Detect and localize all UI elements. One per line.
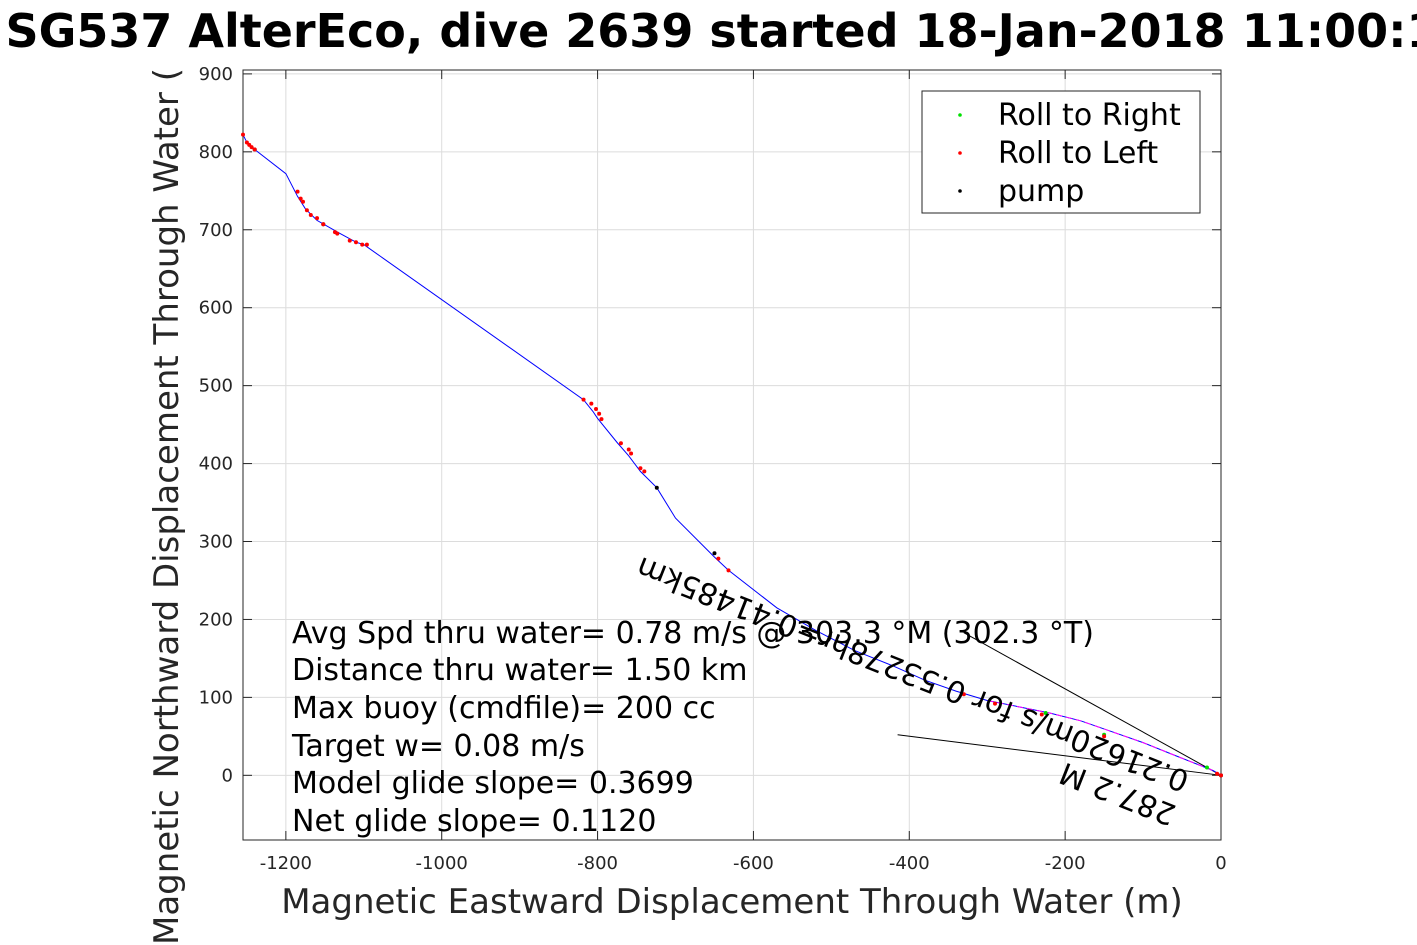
current-vector-lines <box>897 632 1222 776</box>
dive-track-dashed <box>987 700 1222 776</box>
x-tick-label: -800 <box>577 853 618 874</box>
x-tick-label: -200 <box>1045 853 1086 874</box>
annotation-net-glide: Net glide slope= 0.1120 <box>292 804 656 839</box>
dive-points <box>241 132 1223 778</box>
roll-left-point <box>599 417 604 422</box>
legend-label-pump: pump <box>998 174 1084 209</box>
legend-marker-roll-right <box>958 113 962 117</box>
roll-left-point <box>638 466 643 471</box>
roll-left-point <box>961 692 966 697</box>
y-tick-labels: 0 100 200 300 400 500 600 700 800 900 <box>199 64 233 786</box>
roll-left-point <box>304 208 309 213</box>
chart-title: SG537 AlterEco, dive 2639 started 18-Jan… <box>5 4 1417 58</box>
annotation-target-w: Target w= 0.08 m/s <box>291 729 585 764</box>
y-tick-label: 0 <box>222 765 233 786</box>
y-tick-label: 700 <box>199 220 233 241</box>
y-tick-label: 300 <box>199 532 233 553</box>
roll-left-point <box>594 407 599 412</box>
roll-left-point <box>347 238 352 243</box>
x-tick-label: -1200 <box>260 853 312 874</box>
roll-left-point <box>589 401 594 406</box>
roll-left-point <box>581 397 586 402</box>
roll-right-point <box>1043 710 1048 715</box>
x-tick-label: 0 <box>1215 853 1226 874</box>
x-tick-label: -600 <box>733 853 774 874</box>
roll-left-point <box>1102 734 1107 739</box>
legend-label-roll-left: Roll to Left <box>998 136 1158 171</box>
roll-left-point <box>298 196 303 201</box>
y-axis-label: Magnetic Northward Displacement Through … <box>147 68 187 945</box>
roll-left-point <box>716 556 721 561</box>
pump-point <box>712 551 717 556</box>
roll-left-point <box>618 441 623 446</box>
roll-left-point <box>315 216 320 221</box>
legend: Roll to Right Roll to Left pump <box>921 90 1201 214</box>
roll-left-point <box>629 451 634 456</box>
roll-left-point <box>353 240 358 245</box>
roll-left-point <box>642 469 647 474</box>
roll-right-point <box>1204 765 1209 770</box>
roll-left-point <box>626 447 631 452</box>
current-vector-line <box>963 632 1222 776</box>
x-tick-labels: -1200 -1000 -800 -600 -400 -200 0 <box>260 853 1227 874</box>
y-tick-label: 400 <box>199 454 233 475</box>
x-tick-label: -1000 <box>416 853 468 874</box>
roll-left-point <box>1039 712 1044 717</box>
plot-area-frame <box>242 69 1222 841</box>
roll-left-point <box>726 568 731 573</box>
legend-marker-pump <box>958 189 962 193</box>
pump-point <box>654 485 659 490</box>
annotation-distance: Distance thru water= 1.50 km <box>292 653 747 688</box>
roll-left-point <box>301 199 306 204</box>
roll-left-point <box>332 230 337 235</box>
roll-left-point <box>1215 771 1220 776</box>
current-vector-line <box>897 734 1222 776</box>
roll-left-point <box>364 242 369 247</box>
legend-label-roll-right: Roll to Right <box>998 98 1181 133</box>
annotation-avg-speed: Avg Spd thru water= 0.78 m/s @ 303.3 °M … <box>292 616 1094 651</box>
roll-left-point <box>244 140 249 145</box>
roll-left-point <box>252 147 257 152</box>
y-tick-label: 500 <box>199 376 233 397</box>
annotation-max-buoy: Max buoy (cmdfile)= 200 cc <box>292 691 716 726</box>
roll-left-point <box>295 189 300 194</box>
roll-left-point <box>321 222 326 227</box>
roll-left-point <box>597 411 602 416</box>
x-axis-label: Magnetic Eastward Displacement Through W… <box>281 882 1183 922</box>
roll-left-point <box>308 212 313 217</box>
roll-left-point <box>360 242 365 247</box>
y-tick-label: 900 <box>199 64 233 85</box>
y-tick-label: 600 <box>199 298 233 319</box>
roll-left-point <box>241 132 245 137</box>
annotation-model-glide: Model glide slope= 0.3699 <box>292 766 694 801</box>
legend-box <box>921 90 1201 214</box>
dive-statistics: Avg Spd thru water= 0.78 m/s @ 303.3 °M … <box>291 616 1094 839</box>
axis-ticks <box>243 70 1222 840</box>
legend-marker-roll-left <box>958 151 962 155</box>
y-tick-label: 200 <box>199 609 233 630</box>
y-tick-label: 800 <box>199 142 233 163</box>
y-tick-label: 100 <box>199 687 233 708</box>
roll-left-point <box>993 701 998 706</box>
x-tick-label: -400 <box>889 853 930 874</box>
roll-left-point <box>1219 773 1223 778</box>
